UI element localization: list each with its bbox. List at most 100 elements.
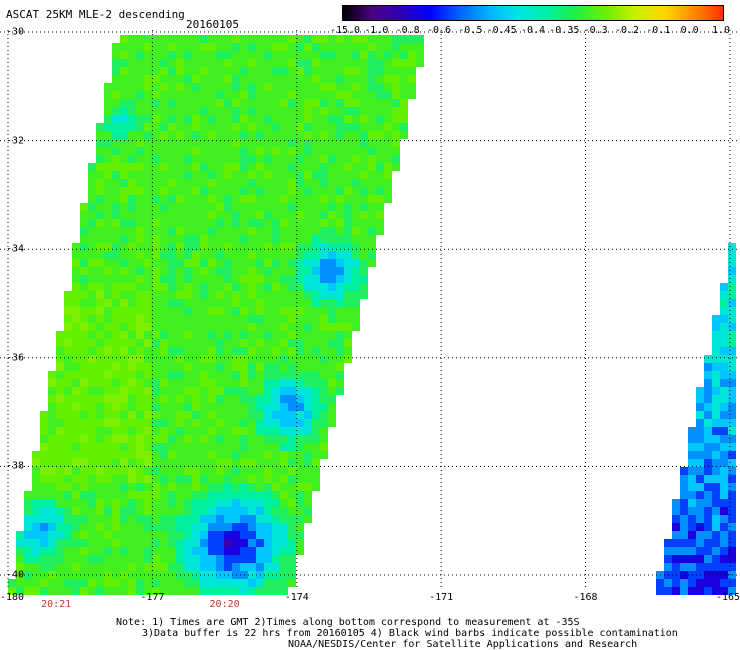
swath-cell	[192, 123, 200, 131]
swath-cell	[280, 339, 288, 347]
swath-cell	[344, 163, 352, 171]
swath-cell	[232, 291, 240, 299]
swath-cell	[352, 43, 360, 51]
swath-cell	[672, 563, 680, 571]
swath-cell	[296, 371, 304, 379]
swath-cell	[176, 179, 184, 187]
swath-cell	[296, 291, 304, 299]
swath-cell	[704, 475, 712, 483]
swath-cell	[216, 563, 224, 571]
swath-cell	[96, 123, 104, 131]
swath-cell	[128, 451, 136, 459]
swath-cell	[152, 483, 160, 491]
swath-cell	[408, 83, 416, 91]
swath-cell	[160, 427, 168, 435]
swath-cell	[344, 283, 352, 291]
swath-cell	[712, 459, 720, 467]
swath-cell	[112, 307, 120, 315]
swath-cell	[120, 67, 128, 75]
swath-cell	[264, 395, 272, 403]
swath-cell	[312, 443, 320, 451]
swath-cell	[240, 563, 248, 571]
swath-cell	[16, 555, 24, 563]
swath-cell	[216, 235, 224, 243]
swath-cell	[256, 75, 264, 83]
swath-cell	[224, 531, 232, 539]
swath-cell	[336, 275, 344, 283]
swath-cell	[336, 339, 344, 347]
swath-cell	[240, 195, 248, 203]
swath-cell	[704, 355, 712, 363]
swath-cell	[152, 539, 160, 547]
swath-cell	[304, 211, 312, 219]
swath-cell	[192, 443, 200, 451]
swath-cell	[264, 155, 272, 163]
swath-cell	[128, 443, 136, 451]
swath-cell	[120, 187, 128, 195]
swath-cell	[128, 547, 136, 555]
swath-cell	[384, 195, 392, 203]
swath-cell	[240, 283, 248, 291]
swath-cell	[288, 75, 296, 83]
swath-cell	[224, 331, 232, 339]
swath-cell	[312, 195, 320, 203]
colorbar-tick-label: -0.35	[549, 25, 580, 36]
swath-cell	[144, 179, 152, 187]
swath-cell	[192, 179, 200, 187]
swath-cell	[368, 147, 376, 155]
swath-cell	[88, 403, 96, 411]
swath-cell	[256, 459, 264, 467]
swath-cell	[136, 339, 144, 347]
swath-cell	[328, 67, 336, 75]
swath-cell	[336, 203, 344, 211]
swath-cell	[56, 451, 64, 459]
swath-cell	[368, 115, 376, 123]
swath-cell	[304, 99, 312, 107]
swath-cell	[216, 363, 224, 371]
swath-cell	[240, 299, 248, 307]
swath-cell	[344, 315, 352, 323]
swath-cell	[384, 83, 392, 91]
swath-cell	[40, 483, 48, 491]
swath-cell	[96, 539, 104, 547]
swath-cell	[280, 259, 288, 267]
swath-cell	[160, 235, 168, 243]
swath-cell	[208, 267, 216, 275]
swath-cell	[72, 499, 80, 507]
swath-cell	[120, 139, 128, 147]
swath-cell	[152, 51, 160, 59]
swath-cell	[24, 499, 32, 507]
swath-cell	[168, 59, 176, 67]
swath-cell	[176, 123, 184, 131]
swath-cell	[256, 427, 264, 435]
swath-cell	[160, 155, 168, 163]
swath-cell	[328, 347, 336, 355]
swath-cell	[160, 195, 168, 203]
swath-cell	[264, 475, 272, 483]
swath-cell	[280, 307, 288, 315]
swath-cell	[192, 339, 200, 347]
swath-cell	[144, 411, 152, 419]
swath-cell	[352, 91, 360, 99]
swath-cell	[272, 587, 280, 595]
swath-cell	[360, 219, 368, 227]
swath-cell	[192, 131, 200, 139]
swath-cell	[120, 123, 128, 131]
swath-cell	[176, 139, 184, 147]
swath-cell	[280, 211, 288, 219]
swath-cell	[88, 395, 96, 403]
swath-cell	[208, 395, 216, 403]
swath-cell	[160, 523, 168, 531]
swath-cell	[304, 499, 312, 507]
swath-cell	[136, 459, 144, 467]
swath-cell	[192, 491, 200, 499]
swath-cell	[280, 107, 288, 115]
swath-cell	[216, 459, 224, 467]
swath-cell	[312, 363, 320, 371]
swath-cell	[144, 107, 152, 115]
swath-cell	[232, 451, 240, 459]
swath-cell	[376, 91, 384, 99]
swath-cell	[288, 531, 296, 539]
swath-cell	[352, 187, 360, 195]
swath-cell	[120, 131, 128, 139]
